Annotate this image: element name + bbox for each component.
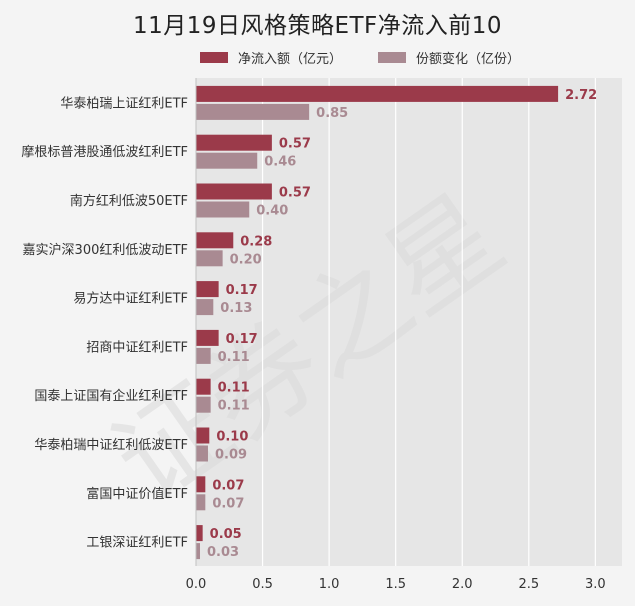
chart-title: 11月19日风格策略ETF净流入前10: [132, 13, 503, 39]
bar-net-inflow: [196, 329, 219, 346]
bar-net-inflow: [196, 378, 211, 395]
y-category-label: 招商中证红利ETF: [86, 339, 188, 355]
bar-net-inflow: [196, 85, 559, 102]
legend-swatch-share-change: [378, 52, 406, 63]
bar-share-change: [196, 103, 310, 120]
data-label-share-change: 0.13: [220, 301, 252, 316]
plot-background: [196, 78, 622, 566]
data-label-share-change: 0.85: [316, 106, 348, 121]
bar-net-inflow: [196, 183, 272, 200]
legend: 净流入额（亿元） 份额变化（亿份）: [0, 48, 635, 68]
y-category-label: 国泰上证国有企业红利ETF: [34, 388, 188, 404]
bar-net-inflow: [196, 281, 219, 298]
x-tick-label: 3.0: [585, 577, 606, 592]
y-category-label: 摩根标普港股通低波红利ETF: [21, 144, 188, 160]
data-label-share-change: 0.09: [215, 448, 247, 463]
x-tick-label: 1.0: [319, 577, 340, 592]
bar-share-change: [196, 543, 200, 560]
y-category-label: 华泰柏瑞中证红利低波ETF: [34, 437, 188, 453]
data-label-net-inflow: 0.17: [226, 283, 258, 298]
data-label-share-change: 0.40: [256, 204, 288, 219]
legend-swatch-net-inflow: [200, 52, 228, 63]
data-label-net-inflow: 0.10: [216, 430, 248, 445]
legend-label-share-change: 份额变化（亿份）: [416, 52, 521, 67]
data-label-net-inflow: 0.28: [240, 234, 272, 249]
x-tick-label: 0.0: [186, 577, 207, 592]
legend-item-share-change: 份额变化（亿份）: [378, 48, 520, 67]
y-category-label: 华泰柏瑞上证红利ETF: [60, 95, 188, 111]
data-label-share-change: 0.46: [264, 155, 296, 170]
bar-net-inflow: [196, 232, 234, 249]
data-label-net-inflow: 0.05: [210, 527, 242, 542]
y-category-label: 工银深证红利ETF: [86, 535, 188, 551]
data-label-net-inflow: 0.57: [279, 137, 311, 152]
data-label-share-change: 0.11: [218, 399, 250, 414]
legend-label-net-inflow: 净流入额（亿元）: [238, 52, 343, 67]
x-tick-label: 2.5: [518, 577, 539, 592]
data-label-share-change: 0.11: [218, 350, 250, 365]
data-label-net-inflow: 2.72: [565, 88, 597, 103]
y-category-label: 嘉实沪深300红利低波动ETF: [23, 242, 188, 258]
bar-share-change: [196, 299, 214, 316]
data-label-share-change: 0.03: [207, 545, 239, 560]
bar-share-change: [196, 250, 223, 267]
y-category-label: 南方红利低波50ETF: [70, 193, 188, 209]
bar-net-inflow: [196, 134, 272, 151]
x-tick-label: 0.5: [252, 577, 273, 592]
data-label-net-inflow: 0.57: [279, 186, 311, 201]
bar-share-change: [196, 445, 208, 462]
bar-net-inflow: [196, 427, 210, 444]
data-label-net-inflow: 0.11: [218, 381, 250, 396]
bar-net-inflow: [196, 476, 206, 493]
bar-share-change: [196, 152, 258, 169]
bar-share-change: [196, 494, 206, 511]
y-category-label: 富国中证价值ETF: [86, 486, 188, 502]
x-tick-label: 2.0: [452, 577, 473, 592]
data-label-net-inflow: 0.07: [212, 478, 244, 493]
bar-net-inflow: [196, 525, 203, 542]
x-tick-label: 1.5: [385, 577, 406, 592]
data-label-share-change: 0.20: [230, 252, 262, 267]
legend-item-net-inflow: 净流入额（亿元）: [200, 48, 342, 67]
y-category-label: 易方达中证红利ETF: [73, 291, 188, 307]
bar-share-change: [196, 201, 250, 218]
data-label-net-inflow: 0.17: [226, 332, 258, 347]
bar-share-change: [196, 396, 211, 413]
data-label-share-change: 0.07: [212, 496, 244, 511]
bar-share-change: [196, 347, 211, 364]
